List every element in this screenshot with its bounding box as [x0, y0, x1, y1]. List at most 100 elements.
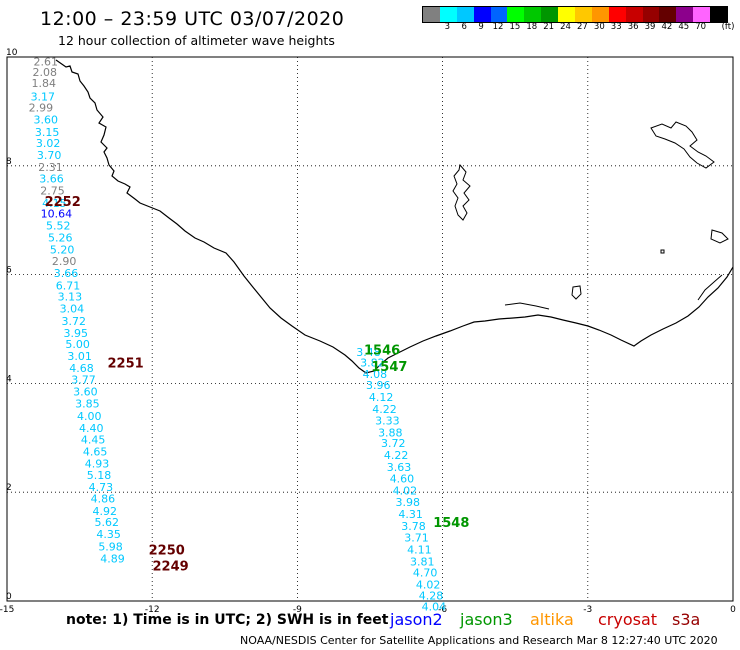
x-tick-label: -12 [145, 605, 160, 615]
wave-height-value: 3.15 [35, 126, 60, 139]
colorbar-tick-label: 3 [444, 22, 451, 32]
y-tick-label: 4 [6, 374, 12, 384]
wave-height-value: 4.93 [85, 457, 110, 470]
wave-height-value: 3.33 [375, 414, 400, 427]
wave-height-value: 5.62 [94, 516, 119, 529]
satellite-legend-cryosat: cryosat [598, 610, 658, 629]
colorbar-swatch [490, 7, 508, 22]
lake-volta [452, 163, 471, 221]
colorbar-swatch [710, 7, 728, 22]
wave-height-value: 3.98 [396, 496, 421, 509]
colorbar-swatch [456, 7, 474, 22]
time-label: 1547 [371, 360, 407, 375]
wave-height-value: 3.72 [381, 437, 406, 450]
wave-height-value: 5.00 [65, 338, 90, 351]
islet [660, 249, 665, 254]
satellite-legend-altika: altika [530, 610, 574, 629]
x-tick-label: 0 [730, 605, 736, 615]
wave-height-value: 3.60 [73, 386, 98, 399]
wave-height-value: 2.75 [40, 184, 65, 197]
wave-height-value: 1.84 [32, 77, 57, 90]
wave-height-value: 4.65 [83, 445, 108, 458]
colorbar-swatch [659, 7, 677, 22]
wave-height-value: 4.73 [89, 481, 114, 494]
wave-height-value: 4.70 [413, 567, 438, 580]
wave-height-value: 4.92 [93, 505, 118, 518]
colorbar-tick-label: 42 [661, 22, 673, 32]
wave-height-value: 4.04 [422, 600, 447, 613]
wave-height-value: 4.00 [77, 410, 102, 423]
colorbar-swatch [591, 7, 609, 22]
wave-height-value: 3.96 [366, 379, 391, 392]
colorbar-labels: 3 6 9 12 15 18 21 24 27 30 33 36 39 42 45 70 (ft) [422, 22, 738, 34]
wave-height-value: 3.66 [54, 267, 79, 280]
time-label: 1548 [433, 516, 469, 531]
colorbar-swatch [423, 7, 440, 22]
wave-height-value: 3.04 [60, 302, 85, 315]
colorbar-swatch [642, 7, 660, 22]
wave-height-value: 4.22 [372, 403, 397, 416]
lake-kainji [650, 121, 715, 169]
colorbar-swatch [575, 7, 592, 22]
footer-credit: NOAA/NESDIS Center for Satellite Applica… [240, 634, 718, 647]
lagoon-2 [504, 302, 550, 310]
colorbar-tick-label: 45 [678, 22, 690, 32]
colorbar-tick-label: 18 [526, 22, 538, 32]
y-tick-label: 2 [6, 483, 12, 493]
colorbar-tick-label: 33 [610, 22, 622, 32]
wave-height-value: 3.85 [75, 398, 100, 411]
colorbar-tick-label: 21 [543, 22, 555, 32]
wave-height-value: 4.86 [91, 493, 116, 506]
lagoon-1 [571, 285, 582, 300]
wave-height-value: 2.08 [33, 66, 58, 79]
time-label: 2249 [152, 560, 188, 575]
wave-height-value: 4.68 [69, 362, 94, 375]
x-tick-label: -9 [293, 605, 302, 615]
y-tick-label: 10 [6, 48, 18, 58]
wave-height-value: 5.98 [98, 541, 123, 554]
lake-ne [710, 229, 729, 244]
wave-height-value: 10.64 [41, 208, 73, 221]
wave-height-value: 3.78 [401, 520, 426, 533]
wave-height-values: 2.612.081.843.172.993.603.153.023.702.31… [29, 55, 447, 613]
colorbar-tick-label: 30 [593, 22, 605, 32]
colorbar-swatch [507, 7, 525, 22]
wave-height-value: 2.31 [38, 161, 63, 174]
wave-height-value: 3.77 [71, 374, 96, 387]
colorbar-swatch [541, 7, 559, 22]
wave-height-value: 4.08 [363, 368, 388, 381]
time-label: 2250 [149, 543, 185, 558]
wave-height-value: 4.89 [100, 553, 125, 566]
wave-height-value: 5.18 [87, 469, 112, 482]
colorbar-unit: (ft) [721, 22, 735, 32]
wave-height-value: 4.31 [398, 508, 423, 521]
wave-height-value: 4.02 [393, 485, 418, 498]
wave-height-value: 3.81 [410, 555, 435, 568]
time-label: 2252 [45, 195, 81, 210]
axis-tick-labels: -15 -12 -9 -6 -3 0 0 2 4 6 8 10 [0, 48, 736, 615]
wave-height-value: 4.28 [419, 590, 444, 603]
wave-height-value: 3.17 [31, 91, 56, 104]
x-tick-label: -15 [0, 605, 14, 615]
y-tick-label: 8 [6, 157, 12, 167]
x-tick-label: -3 [583, 605, 592, 615]
wave-height-value: 4.60 [390, 473, 415, 486]
grid-lines [6, 56, 734, 602]
colorbar-tick-label: 9 [478, 22, 484, 32]
colorbar-tick-label: 6 [461, 22, 467, 32]
wave-height-value: 4.22 [384, 449, 409, 462]
coastline-niger-delta [697, 274, 723, 301]
wave-height-value: 4.45 [81, 433, 106, 446]
wave-height-value: 3.70 [37, 149, 62, 162]
colorbar-swatch [558, 7, 576, 22]
colorbar-swatch [693, 7, 711, 22]
wave-height-value: 3.02 [36, 137, 61, 150]
wave-height-value: 3.95 [63, 327, 88, 340]
colorbar-tick-label: 12 [492, 22, 504, 32]
wave-height-value: 3.13 [58, 290, 83, 303]
wave-height-value: 4.02 [416, 579, 441, 592]
wave-height-value: 3.01 [67, 350, 92, 363]
wave-height-value: 4.12 [369, 391, 394, 404]
colorbar-tick-label: 15 [509, 22, 521, 32]
